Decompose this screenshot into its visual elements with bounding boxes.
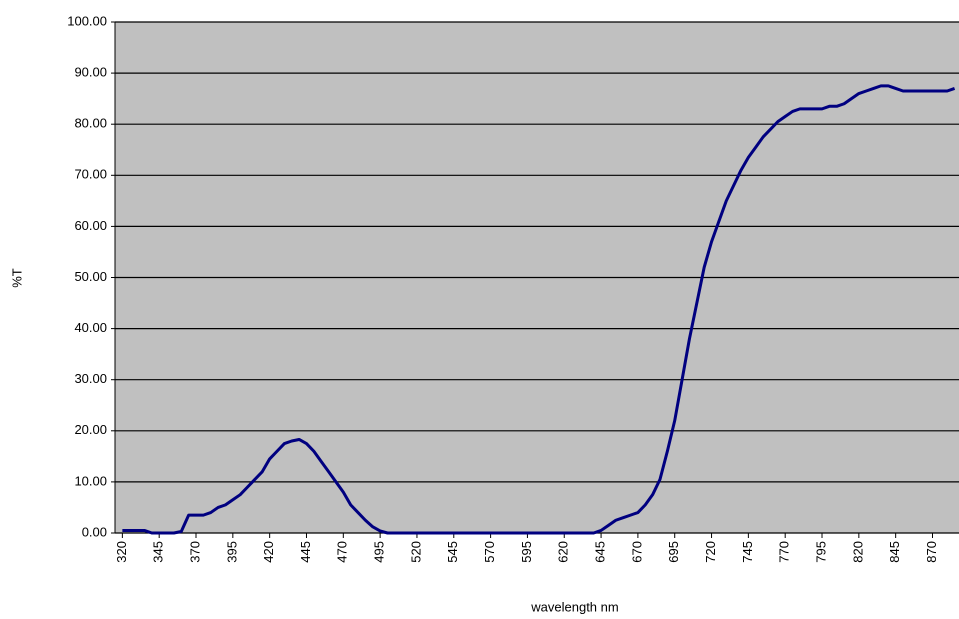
x-tick-label: 870 [924, 541, 939, 563]
y-axis-title: %T [9, 268, 24, 288]
y-tick-label: 40.00 [74, 320, 107, 335]
x-tick-label: 320 [114, 541, 129, 563]
y-tick-label: 50.00 [74, 269, 107, 284]
x-tick-label: 795 [813, 541, 828, 563]
x-tick-label: 620 [556, 541, 571, 563]
y-tick-label: 10.00 [74, 473, 107, 488]
x-tick-label: 695 [666, 541, 681, 563]
x-tick-label: 670 [629, 541, 644, 563]
x-tick-label: 645 [593, 541, 608, 563]
x-axis-title: wavelength nm [530, 599, 618, 614]
x-tick-label: 595 [519, 541, 534, 563]
x-tick-label: 570 [482, 541, 497, 563]
x-tick-label: 470 [335, 541, 350, 563]
x-tick-label: 445 [298, 541, 313, 563]
y-tick-label: 60.00 [74, 218, 107, 233]
y-tick-label: 70.00 [74, 167, 107, 182]
y-tick-label: 0.00 [82, 524, 107, 539]
data-line [122, 84, 956, 535]
y-tick-label: 100.00 [67, 13, 107, 28]
x-tick-label: 395 [224, 541, 239, 563]
x-tick-label: 720 [703, 541, 718, 563]
x-tick-label: 420 [261, 541, 276, 563]
x-tick-label: 520 [408, 541, 423, 563]
x-tick-label: 370 [187, 541, 202, 563]
y-tick-label: 30.00 [74, 371, 107, 386]
x-tick-label: 545 [445, 541, 460, 563]
y-tick-label: 80.00 [74, 116, 107, 131]
y-tick-label: 20.00 [74, 422, 107, 437]
x-tick-label: 820 [850, 541, 865, 563]
x-tick-label: 495 [372, 541, 387, 563]
x-tick-label: 845 [887, 541, 902, 563]
x-tick-label: 745 [740, 541, 755, 563]
y-tick-label: 90.00 [74, 65, 107, 80]
x-tick-label: 345 [151, 541, 166, 563]
x-tick-label: 770 [777, 541, 792, 563]
